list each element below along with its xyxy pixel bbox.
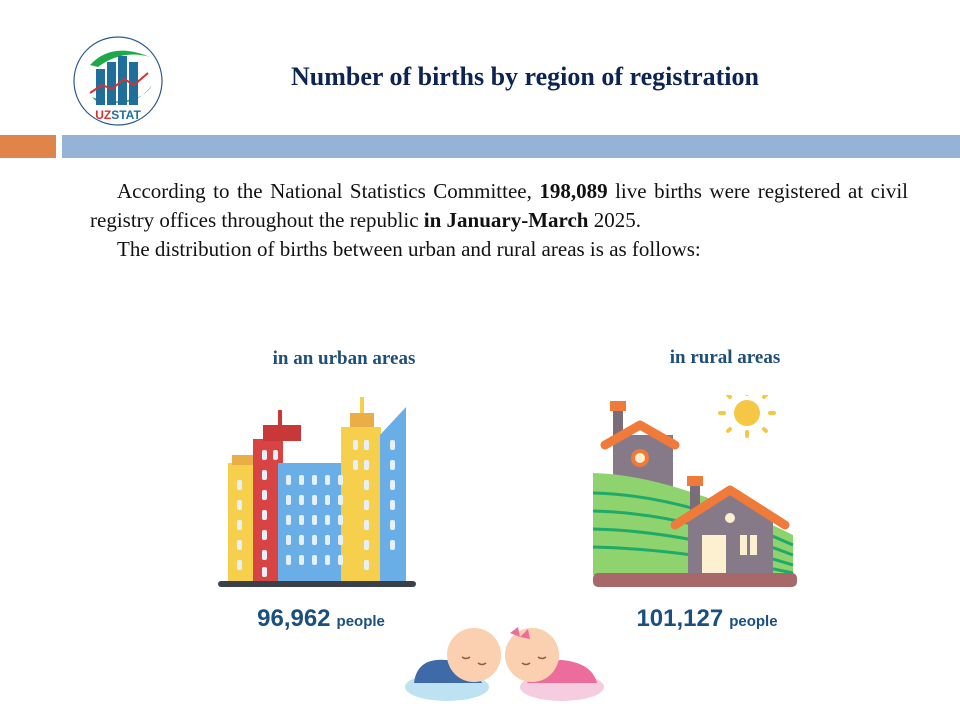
distribution-paragraph: The distribution of births between urban… (117, 237, 701, 261)
urban-label: in an urban areas (272, 348, 416, 369)
period: in January-March (423, 208, 589, 232)
rural-label: in rural areas (669, 347, 781, 368)
city-illustration (218, 395, 418, 595)
uzstat-logo: UZSTAT (72, 35, 164, 127)
intro-text: According to the National Statistics Com… (90, 177, 908, 264)
rural-count: 101,127 people (636, 605, 778, 632)
total-births: 198,089 (539, 179, 608, 203)
page-title: Number of births by region of registrati… (291, 62, 759, 91)
svg-text:UZSTAT: UZSTAT (95, 108, 141, 122)
intro-paragraph: According to the National Statistics Com… (90, 179, 908, 232)
accent-bar-orange (0, 135, 56, 158)
sleeping-babies-illustration (402, 625, 607, 708)
urban-count: 96,962 people (257, 605, 385, 632)
rural-illustration (592, 391, 798, 595)
accent-bar-blue (62, 135, 960, 158)
